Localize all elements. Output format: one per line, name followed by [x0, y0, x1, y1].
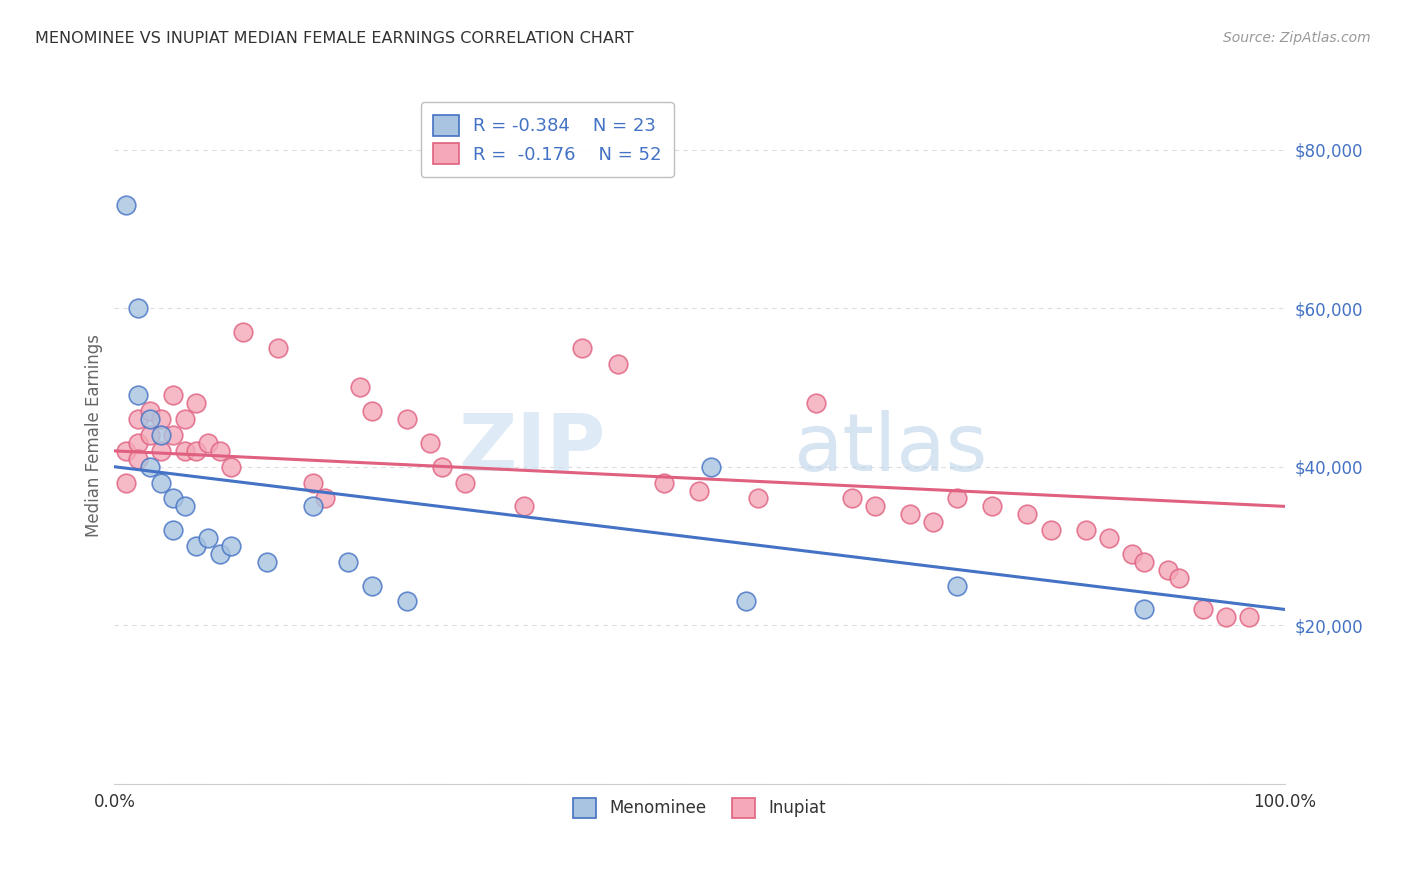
Point: [1215, 610, 1237, 624]
Point: [127, 451, 149, 466]
Point: [186, 396, 208, 410]
Point: [349, 380, 371, 394]
Point: [138, 404, 160, 418]
Text: ZIP: ZIP: [458, 410, 606, 488]
Point: [863, 500, 886, 514]
Point: [419, 436, 441, 450]
Point: [127, 412, 149, 426]
Point: [173, 412, 195, 426]
Point: [186, 443, 208, 458]
Point: [513, 500, 536, 514]
Point: [127, 301, 149, 316]
Point: [360, 404, 382, 418]
Point: [1121, 547, 1143, 561]
Point: [395, 594, 418, 608]
Point: [922, 515, 945, 529]
Point: [186, 539, 208, 553]
Point: [256, 555, 278, 569]
Point: [606, 357, 628, 371]
Point: [162, 428, 184, 442]
Point: [898, 508, 921, 522]
Point: [747, 491, 769, 506]
Point: [1074, 523, 1097, 537]
Point: [454, 475, 477, 490]
Point: [654, 475, 676, 490]
Point: [1039, 523, 1062, 537]
Point: [1017, 508, 1039, 522]
Point: [173, 443, 195, 458]
Point: [115, 475, 138, 490]
Point: [221, 459, 243, 474]
Point: [806, 396, 828, 410]
Point: [688, 483, 710, 498]
Point: [127, 388, 149, 402]
Point: [267, 341, 290, 355]
Point: [1133, 555, 1156, 569]
Point: [162, 388, 184, 402]
Point: [981, 500, 1004, 514]
Point: [127, 436, 149, 450]
Point: [138, 412, 160, 426]
Point: [302, 500, 325, 514]
Point: [173, 500, 195, 514]
Point: [150, 428, 173, 442]
Point: [946, 491, 969, 506]
Point: [360, 579, 382, 593]
Point: [1191, 602, 1213, 616]
Point: [162, 523, 184, 537]
Point: [138, 428, 160, 442]
Point: [197, 436, 219, 450]
Text: Source: ZipAtlas.com: Source: ZipAtlas.com: [1223, 31, 1371, 45]
Point: [197, 531, 219, 545]
Point: [1156, 563, 1178, 577]
Point: [150, 475, 173, 490]
Point: [150, 412, 173, 426]
Point: [1168, 571, 1191, 585]
Point: [302, 475, 325, 490]
Point: [1098, 531, 1121, 545]
Point: [138, 459, 160, 474]
Point: [1133, 602, 1156, 616]
Point: [571, 341, 593, 355]
Point: [162, 491, 184, 506]
Point: [395, 412, 418, 426]
Point: [430, 459, 453, 474]
Y-axis label: Median Female Earnings: Median Female Earnings: [86, 334, 103, 537]
Text: atlas: atlas: [793, 410, 987, 488]
Point: [1239, 610, 1261, 624]
Point: [115, 198, 138, 212]
Point: [946, 579, 969, 593]
Point: [115, 443, 138, 458]
Point: [150, 443, 173, 458]
Text: MENOMINEE VS INUPIAT MEDIAN FEMALE EARNINGS CORRELATION CHART: MENOMINEE VS INUPIAT MEDIAN FEMALE EARNI…: [35, 31, 634, 46]
Point: [314, 491, 336, 506]
Point: [735, 594, 758, 608]
Point: [700, 459, 723, 474]
Point: [208, 443, 231, 458]
Point: [232, 325, 254, 339]
Point: [337, 555, 360, 569]
Point: [208, 547, 231, 561]
Legend: Menominee, Inupiat: Menominee, Inupiat: [567, 791, 832, 824]
Point: [841, 491, 863, 506]
Point: [221, 539, 243, 553]
